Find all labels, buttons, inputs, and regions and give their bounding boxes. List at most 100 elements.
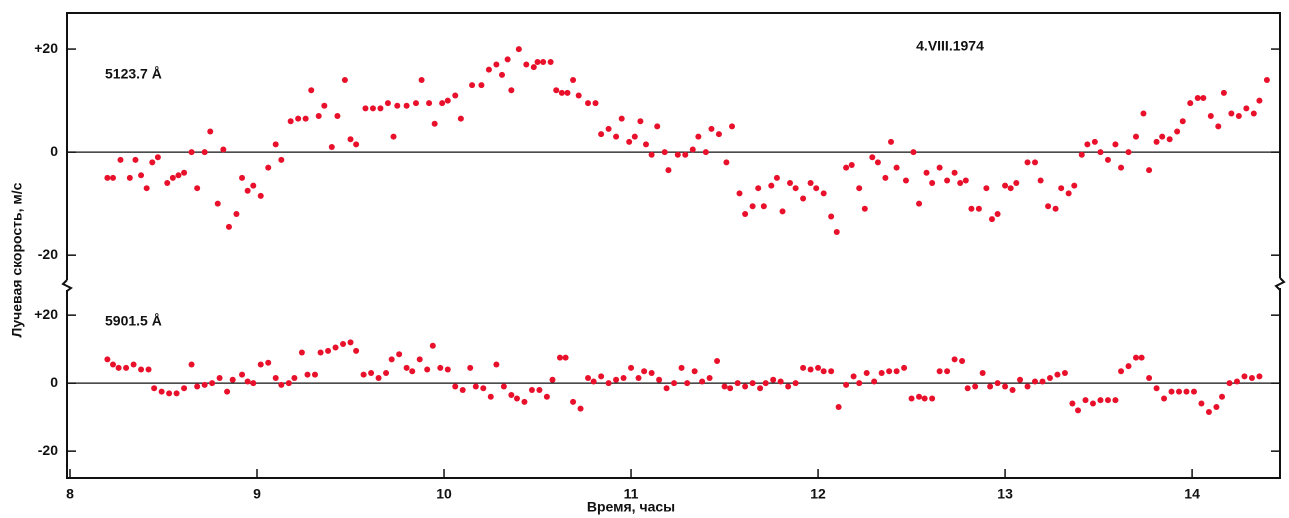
data-point bbox=[994, 210, 1001, 217]
data-point bbox=[403, 102, 410, 109]
data-point bbox=[1007, 185, 1014, 192]
data-point bbox=[888, 138, 895, 145]
data-point bbox=[815, 364, 822, 371]
data-point bbox=[813, 185, 820, 192]
data-point bbox=[861, 205, 868, 212]
data-point bbox=[472, 383, 479, 390]
data-point bbox=[648, 369, 655, 376]
data-point bbox=[689, 146, 696, 153]
data-point bbox=[1194, 95, 1201, 102]
data-point bbox=[250, 182, 257, 189]
data-point bbox=[394, 102, 401, 109]
data-point bbox=[1024, 383, 1031, 390]
data-point bbox=[902, 177, 909, 184]
data-point bbox=[164, 180, 171, 187]
data-point bbox=[439, 100, 446, 107]
data-point bbox=[1187, 100, 1194, 107]
data-point bbox=[951, 356, 958, 363]
data-point bbox=[216, 375, 223, 382]
data-point bbox=[1138, 354, 1145, 361]
data-point bbox=[115, 364, 122, 371]
data-point bbox=[304, 371, 311, 378]
data-point bbox=[631, 133, 638, 140]
data-point bbox=[188, 149, 195, 156]
data-point bbox=[158, 388, 165, 395]
data-point bbox=[145, 366, 152, 373]
data-point bbox=[910, 149, 917, 156]
data-point bbox=[734, 380, 741, 387]
data-point bbox=[968, 205, 975, 212]
data-point bbox=[1112, 397, 1119, 404]
data-point bbox=[871, 378, 878, 385]
data-point bbox=[893, 368, 900, 375]
data-point bbox=[618, 115, 625, 122]
data-point bbox=[377, 105, 384, 112]
data-point bbox=[201, 381, 208, 388]
data-point bbox=[770, 376, 777, 383]
x-tick-label: 10 bbox=[436, 486, 452, 502]
data-point bbox=[138, 366, 145, 373]
data-point bbox=[1009, 386, 1016, 393]
data-point bbox=[886, 368, 893, 375]
data-point bbox=[779, 208, 786, 215]
data-point bbox=[549, 376, 556, 383]
data-point bbox=[577, 405, 584, 412]
data-point bbox=[194, 185, 201, 192]
data-point bbox=[1078, 151, 1085, 158]
data-point bbox=[768, 182, 775, 189]
data-point bbox=[214, 200, 221, 207]
data-point bbox=[613, 133, 620, 140]
data-point bbox=[530, 64, 537, 71]
data-point bbox=[362, 105, 369, 112]
data-point bbox=[444, 97, 451, 104]
data-point bbox=[1241, 373, 1248, 380]
y-tick-label: 0 bbox=[50, 374, 58, 390]
data-point bbox=[1052, 205, 1059, 212]
data-point bbox=[1263, 76, 1270, 83]
data-point bbox=[856, 380, 863, 387]
data-point bbox=[244, 378, 251, 385]
data-point bbox=[431, 120, 438, 127]
data-point bbox=[1013, 180, 1020, 187]
data-point bbox=[585, 375, 592, 382]
data-point bbox=[570, 76, 577, 83]
data-point bbox=[508, 87, 515, 94]
data-point bbox=[691, 368, 698, 375]
data-point bbox=[504, 56, 511, 63]
data-point bbox=[233, 210, 240, 217]
data-point bbox=[547, 58, 554, 65]
data-point bbox=[424, 366, 431, 373]
x-tick-label: 13 bbox=[997, 486, 1013, 502]
data-point bbox=[457, 115, 464, 122]
data-point bbox=[671, 380, 678, 387]
data-point bbox=[375, 375, 382, 382]
data-point bbox=[755, 185, 762, 192]
data-point bbox=[833, 228, 840, 235]
x-tick-label: 14 bbox=[1184, 486, 1200, 502]
data-point bbox=[515, 46, 522, 53]
data-point bbox=[1032, 159, 1039, 166]
data-point bbox=[1097, 397, 1104, 404]
data-point bbox=[757, 385, 764, 392]
data-point bbox=[1200, 95, 1207, 102]
data-point bbox=[209, 380, 216, 387]
data-point bbox=[1061, 369, 1068, 376]
data-point bbox=[972, 383, 979, 390]
data-point bbox=[523, 61, 530, 68]
data-point bbox=[104, 356, 111, 363]
data-point bbox=[787, 180, 794, 187]
data-point bbox=[151, 385, 158, 392]
data-point bbox=[1219, 393, 1226, 400]
data-point bbox=[452, 383, 459, 390]
axis-frame bbox=[61, 12, 1286, 479]
data-point bbox=[1024, 159, 1031, 166]
data-point bbox=[485, 66, 492, 73]
data-point bbox=[800, 364, 807, 371]
data-point bbox=[729, 123, 736, 130]
data-point bbox=[110, 174, 117, 181]
data-point bbox=[347, 136, 354, 143]
data-point bbox=[695, 133, 702, 140]
data-point bbox=[1220, 89, 1227, 96]
data-point bbox=[736, 190, 743, 197]
data-point bbox=[1159, 133, 1166, 140]
